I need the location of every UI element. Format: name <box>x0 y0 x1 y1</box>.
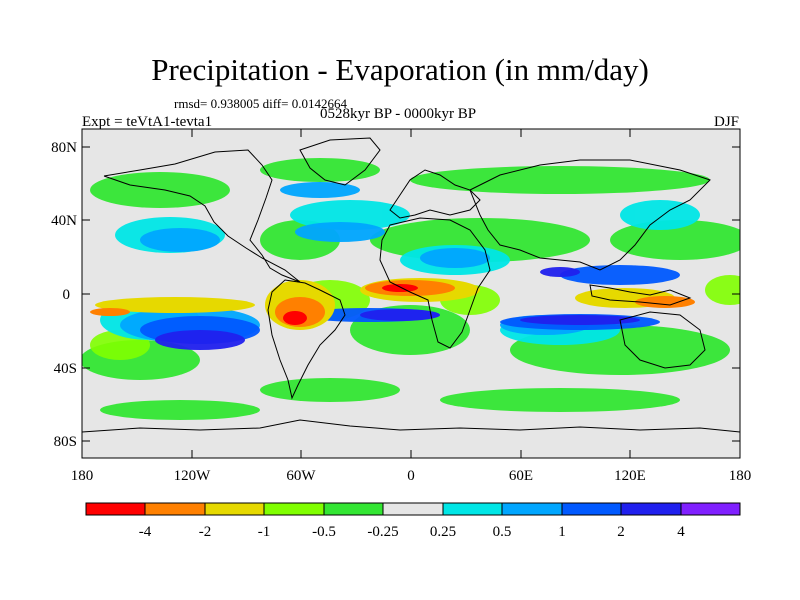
colorbar-swatch <box>323 502 384 516</box>
colorbar-swatch <box>501 502 563 516</box>
lon-tick-label: 120W <box>174 468 212 484</box>
colorbar-swatch <box>204 502 265 516</box>
dark-blue-areas <box>155 267 640 350</box>
colorbar-swatch <box>85 502 146 516</box>
stats-label: rmsd= 0.938005 diff= 0.0142664 <box>174 96 347 111</box>
colorbar-swatch <box>561 502 622 516</box>
colorbar-swatch <box>442 502 503 516</box>
colorbar-label: 2 <box>617 524 625 540</box>
colorbar-label: -1 <box>258 524 271 540</box>
lon-tick-label: 0 <box>407 468 415 484</box>
australia-coastline <box>619 311 706 369</box>
green-areas <box>82 158 740 420</box>
season-label: DJF <box>713 114 739 130</box>
period-label: 0528kyr BP - 0000kyr BP <box>320 106 477 122</box>
south-america-coastline <box>267 279 346 400</box>
north-america-coastline <box>103 149 301 283</box>
colorbar-swatch <box>620 502 682 516</box>
colorbar-label: 1 <box>558 524 566 540</box>
experiment-label: Expt = teVtA1-tevta1 <box>82 114 213 130</box>
greenland-coastline <box>299 137 381 186</box>
lon-tick-label: 180 <box>71 468 94 484</box>
colorbar-label: 0.5 <box>493 524 512 540</box>
lat-axis <box>82 146 740 442</box>
colorbar-label: -2 <box>199 524 212 540</box>
europe-coastline <box>389 169 481 219</box>
colorbar-label: -0.5 <box>312 524 336 540</box>
colorbar <box>85 502 741 516</box>
colorbar-swatch <box>144 502 206 516</box>
lat-tick-label: 80S <box>54 434 77 450</box>
lat-tick-label: 40N <box>51 213 77 229</box>
lat-tick-label: 0 <box>63 287 71 303</box>
lon-tick-label: 120E <box>614 468 646 484</box>
red-areas <box>283 284 418 325</box>
lon-tick-label: 180 <box>729 468 752 484</box>
colorbar-label: 0.25 <box>430 524 456 540</box>
colorbar-swatch <box>680 502 741 516</box>
colorbar-label: -0.25 <box>367 524 398 540</box>
asia-coastline <box>469 159 711 271</box>
map-field <box>82 129 740 458</box>
colorbar-swatch <box>263 502 325 516</box>
lat-tick-label: 80N <box>51 140 77 156</box>
map-title: Precipitation - Evaporation (in mm/day) <box>151 52 649 87</box>
colorbar-label: -4 <box>139 524 152 540</box>
africa-coastline <box>379 217 491 349</box>
lat-tick-label: 40S <box>54 361 77 377</box>
antarctica-coastline <box>82 419 740 433</box>
lon-tick-label: 60E <box>509 468 533 484</box>
coastlines <box>82 137 740 433</box>
indonesia-coastline <box>589 284 692 306</box>
lon-axis <box>81 129 741 458</box>
colorbar-label: 4 <box>677 524 685 540</box>
lon-tick-label: 60W <box>286 468 316 484</box>
colorbar-swatch <box>382 502 444 516</box>
